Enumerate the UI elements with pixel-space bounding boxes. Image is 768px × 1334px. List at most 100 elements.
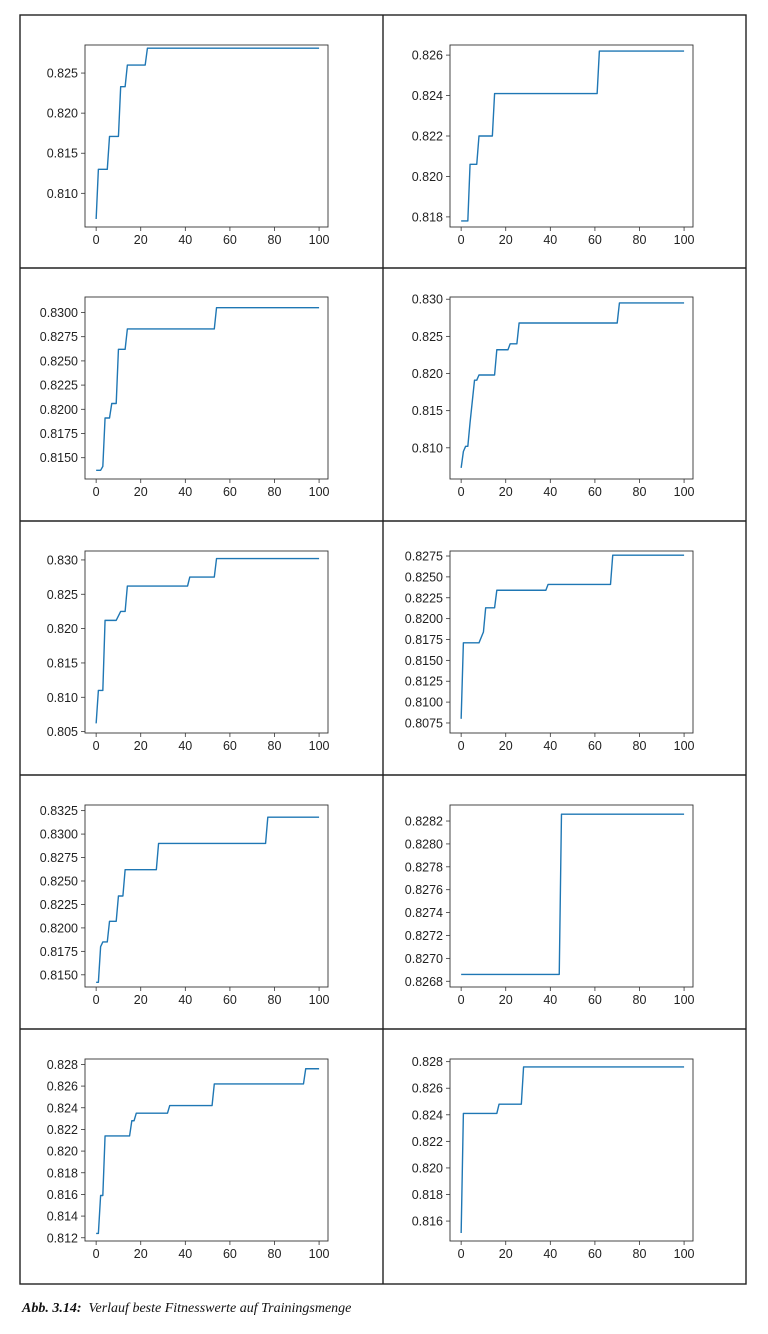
fitness-line: [461, 50, 685, 222]
chart-panel-5: 0 20 40 60 80 100 0.805 0.810 0.815 0.820 0.825 0.8…: [47, 550, 330, 753]
y-tick-label: 0.8225: [405, 591, 443, 605]
x-tick-label: 40: [543, 739, 557, 753]
x-tick-label: 0: [93, 485, 100, 499]
y-tick-label: 0.8150: [405, 654, 443, 668]
x-tick-label: 100: [309, 739, 330, 753]
y-tick-label: 0.8274: [405, 906, 443, 920]
y-tick-label: 0.8100: [405, 696, 443, 710]
x-tick-label: 100: [309, 233, 330, 247]
y-tick-label: 0.826: [412, 1082, 443, 1096]
chart-panel-7: 0 20 40 60 80 100 0.8150 0.8175 0.8200 0.8225 0.82…: [40, 804, 330, 1007]
x-tick-label: 100: [674, 739, 695, 753]
y-tick-label: 0.810: [47, 691, 78, 705]
x-tick-label: 80: [633, 993, 647, 1007]
x-tick-label: 80: [633, 739, 647, 753]
y-tick-label: 0.818: [412, 1188, 443, 1202]
y-tick-label: 0.8075: [405, 716, 443, 730]
y-tick-label: 0.820: [412, 1161, 443, 1175]
y-tick-label: 0.810: [47, 187, 78, 201]
chart-panel-1: 0 20 40 60 80 100 0.810 0.815 0.820 0.825: [47, 44, 330, 247]
y-tick-label: 0.8175: [40, 945, 78, 959]
y-tick-label: 0.8150: [40, 968, 78, 982]
y-tick-label: 0.818: [412, 210, 443, 224]
figure-caption: Abb. 3.14: Verlauf beste Fitnesswerte au…: [22, 1301, 351, 1317]
x-tick-label: 40: [178, 1247, 192, 1261]
y-tick-label: 0.8275: [40, 330, 78, 344]
x-tick-label: 60: [588, 1247, 602, 1261]
x-tick-label: 60: [223, 739, 237, 753]
x-tick-label: 40: [178, 485, 192, 499]
chart-panel-4: 0 20 40 60 80 100 0.810 0.815 0.820 0.825 0.830: [412, 293, 695, 499]
plot-frame: [84, 550, 329, 734]
x-tick-label: 60: [588, 993, 602, 1007]
fitness-line: [460, 1066, 685, 1234]
y-tick-label: 0.820: [412, 367, 443, 381]
x-tick-label: 40: [543, 485, 557, 499]
x-tick-label: 0: [93, 993, 100, 1007]
x-tick-label: 80: [268, 233, 282, 247]
x-tick-label: 60: [588, 485, 602, 499]
y-tick-label: 0.815: [47, 656, 78, 670]
y-tick-label: 0.830: [47, 553, 78, 567]
x-tick-label: 60: [223, 485, 237, 499]
x-tick-label: 80: [268, 993, 282, 1007]
y-tick-label: 0.815: [412, 404, 443, 418]
y-tick-label: 0.8250: [40, 874, 78, 888]
plot-frame: [449, 296, 694, 480]
fitness-line: [95, 557, 320, 724]
caption-text: Verlauf beste Fitnesswerte auf Trainings…: [88, 1301, 352, 1316]
y-tick-label: 0.8272: [405, 929, 443, 943]
y-tick-label: 0.8275: [405, 550, 443, 564]
y-tick-label: 0.822: [412, 1135, 443, 1149]
y-tick-label: 0.824: [47, 1101, 78, 1115]
x-tick-label: 20: [499, 993, 513, 1007]
x-tick-label: 40: [178, 993, 192, 1007]
x-tick-label: 20: [134, 993, 148, 1007]
y-tick-label: 0.8270: [405, 952, 443, 966]
x-tick-label: 20: [134, 485, 148, 499]
x-tick-label: 0: [458, 993, 465, 1007]
x-tick-label: 80: [268, 485, 282, 499]
chart-panel-8: 0 20 40 60 80 100 0.8268 0.8270 0.8272 0.8274 0.82…: [405, 804, 695, 1007]
x-tick-label: 0: [458, 1247, 465, 1261]
y-tick-label: 0.8275: [40, 851, 78, 865]
x-tick-label: 100: [674, 485, 695, 499]
x-tick-label: 20: [499, 739, 513, 753]
y-tick-label: 0.8300: [40, 306, 78, 320]
chart-panel-10: 0 20 40 60 80 100 0.816 0.818 0.820 0.822 0.824 0.8…: [412, 1055, 695, 1261]
y-tick-label: 0.8276: [405, 883, 443, 897]
x-tick-label: 80: [268, 739, 282, 753]
fitness-line: [96, 1068, 320, 1235]
y-tick-label: 0.824: [412, 89, 443, 103]
x-tick-label: 20: [499, 485, 513, 499]
x-tick-label: 40: [543, 233, 557, 247]
y-tick-label: 0.8282: [405, 815, 443, 829]
y-tick-label: 0.826: [47, 1080, 78, 1094]
y-tick-label: 0.818: [47, 1166, 78, 1180]
x-tick-label: 0: [458, 485, 465, 499]
y-tick-label: 0.8268: [405, 975, 443, 989]
x-tick-label: 0: [93, 233, 100, 247]
x-tick-label: 100: [674, 1247, 695, 1261]
x-tick-label: 0: [458, 739, 465, 753]
x-tick-label: 60: [223, 993, 237, 1007]
x-tick-label: 100: [309, 993, 330, 1007]
y-tick-label: 0.816: [47, 1188, 78, 1202]
fitness-line: [461, 813, 685, 976]
y-tick-label: 0.822: [412, 130, 443, 144]
x-tick-label: 20: [499, 233, 513, 247]
fitness-line: [460, 554, 685, 719]
plot-frame: [449, 1058, 694, 1242]
fitness-line: [460, 302, 685, 468]
fitness-line: [96, 816, 320, 984]
y-tick-label: 0.8175: [40, 427, 78, 441]
y-tick-label: 0.825: [47, 67, 78, 81]
x-tick-label: 40: [543, 1247, 557, 1261]
plot-frame: [84, 1058, 329, 1242]
x-tick-label: 20: [499, 1247, 513, 1261]
y-tick-label: 0.8250: [40, 354, 78, 368]
chart-panel-6: 0 20 40 60 80 100 0.8075 0.8100 0.8125 0.8150 0.81…: [405, 550, 695, 753]
y-tick-label: 0.8200: [40, 403, 78, 417]
y-tick-label: 0.815: [47, 147, 78, 161]
